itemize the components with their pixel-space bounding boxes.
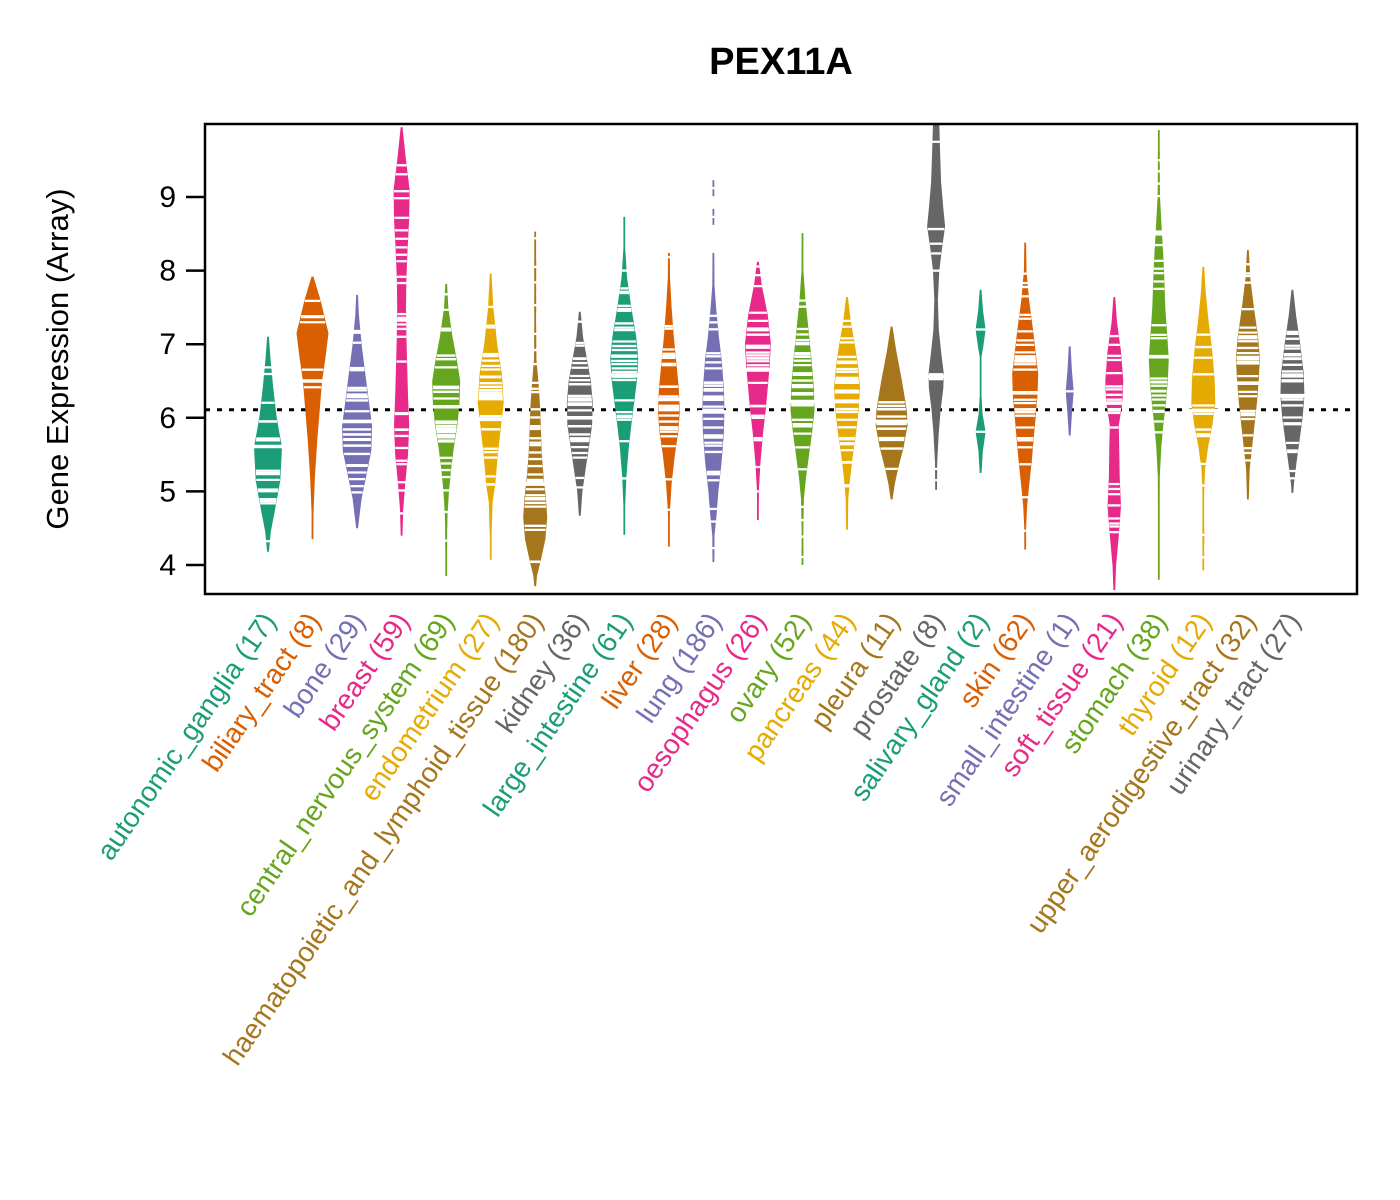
- violin-lung: [697, 180, 730, 563]
- violin-shape-upper_aerodigestive_tract: [1235, 250, 1260, 500]
- violin-shape-biliary_tract: [296, 276, 329, 540]
- violin-pancreas: [829, 297, 865, 530]
- violin-biliary_tract: [296, 276, 329, 540]
- violin-autonomic_ganglia: [249, 336, 287, 552]
- y-tick-label: 9: [159, 181, 176, 214]
- x-tick-label-layer: autonomic_ganglia (17)biliary_tract (8)b…: [91, 607, 1307, 1071]
- violin-shape-urinary_tract: [1280, 289, 1305, 493]
- violin-shape-pleura: [875, 326, 908, 500]
- violin-shape-autonomic_ganglia: [254, 336, 282, 552]
- violin-layer: [249, 124, 1310, 590]
- violin-bone: [337, 294, 377, 529]
- violin-small_intestine: [1064, 346, 1075, 436]
- violin-shape-pancreas: [834, 297, 860, 530]
- violin-liver: [653, 252, 685, 547]
- violin-shape-oesophagus: [744, 261, 771, 521]
- y-tick-label: 8: [159, 255, 176, 288]
- violin-kidney: [562, 311, 598, 516]
- violin-breast: [392, 127, 412, 536]
- violin-skin: [1007, 242, 1043, 550]
- y-tick-label: 7: [159, 328, 176, 361]
- violin-shape-skin: [1012, 242, 1039, 550]
- y-tick-label: 4: [159, 549, 176, 582]
- violin-upper_aerodigestive_tract: [1232, 250, 1264, 500]
- chart-title: PEX11A: [709, 41, 853, 83]
- violin-stomach: [1143, 130, 1174, 580]
- violin-prostate: [923, 124, 949, 490]
- violin-ovary: [785, 233, 820, 565]
- y-tick-label: 6: [159, 402, 176, 435]
- violin-endometrium: [474, 273, 507, 560]
- violin-haematopoietic_and_lymphoid_tissue: [521, 231, 550, 587]
- violin-shape-thyroid: [1191, 266, 1216, 571]
- violin-large_intestine: [606, 216, 643, 535]
- violin-urinary_tract: [1275, 289, 1310, 493]
- violin-thyroid: [1187, 266, 1220, 571]
- violin-pleura: [870, 326, 913, 500]
- plot-border: [203, 122, 1359, 596]
- y-tick-label: 5: [159, 475, 176, 508]
- violin-soft_tissue: [1101, 297, 1128, 590]
- violin-central_nervous_system: [428, 283, 465, 576]
- violin-shape-salivary_gland: [975, 289, 986, 473]
- violin-salivary_gland: [975, 289, 986, 473]
- violin-oesophagus: [741, 261, 775, 521]
- axis-layer: 4 5 6 7 8 9: [159, 122, 1359, 596]
- violin-shape-prostate: [927, 124, 946, 490]
- x-label-autonomic_ganglia: autonomic_ganglia (17): [91, 607, 282, 866]
- violin-shape-soft_tissue: [1105, 297, 1124, 590]
- violin-shape-stomach: [1148, 130, 1169, 580]
- y-axis-title: Gene Expression (Array): [40, 188, 75, 529]
- violin-shape-breast: [393, 127, 410, 536]
